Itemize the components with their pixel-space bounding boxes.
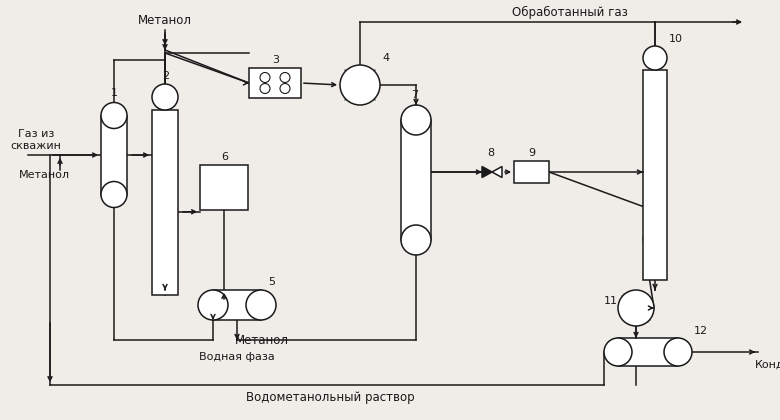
Polygon shape [482,166,492,178]
Text: Метанол: Метанол [138,13,192,26]
Circle shape [101,102,127,129]
Bar [514,161,549,183]
Text: 8: 8 [487,148,494,158]
Bar [200,165,248,210]
Text: Конденсат: Конденсат [755,360,780,370]
Text: 1: 1 [111,87,118,97]
Circle shape [152,84,178,110]
Circle shape [260,73,270,82]
Bar [401,120,431,240]
Text: Водная фаза: Водная фаза [199,352,275,362]
Text: Метанол: Метанол [19,170,69,180]
Circle shape [340,65,380,105]
Text: 4: 4 [382,53,389,63]
Text: 2: 2 [162,71,169,81]
Bar [249,68,301,98]
Bar [618,338,678,366]
Text: 10: 10 [669,34,683,44]
Text: 11: 11 [604,296,618,306]
Circle shape [604,338,632,366]
Text: Водометанольный раствор: Водометанольный раствор [246,391,414,404]
Circle shape [246,290,276,320]
Circle shape [280,84,290,94]
Circle shape [280,73,290,82]
Bar [152,110,178,295]
Text: Обработанный газ: Обработанный газ [512,5,628,18]
Bar [213,290,261,320]
Text: Газ из
скважин: Газ из скважин [11,129,62,151]
Text: 6: 6 [221,152,228,162]
Text: 9: 9 [529,148,536,158]
Text: 3: 3 [272,55,279,65]
Circle shape [618,290,654,326]
Circle shape [260,84,270,94]
Polygon shape [492,166,502,178]
Bar [643,70,667,280]
Circle shape [101,181,127,207]
Text: 12: 12 [694,326,708,336]
Circle shape [401,105,431,135]
Text: 5: 5 [268,277,275,287]
Text: 7: 7 [411,90,418,100]
Circle shape [643,46,667,70]
Bar [101,116,127,194]
Text: Метанол: Метанол [235,333,289,346]
Circle shape [198,290,228,320]
Circle shape [664,338,692,366]
Circle shape [401,225,431,255]
